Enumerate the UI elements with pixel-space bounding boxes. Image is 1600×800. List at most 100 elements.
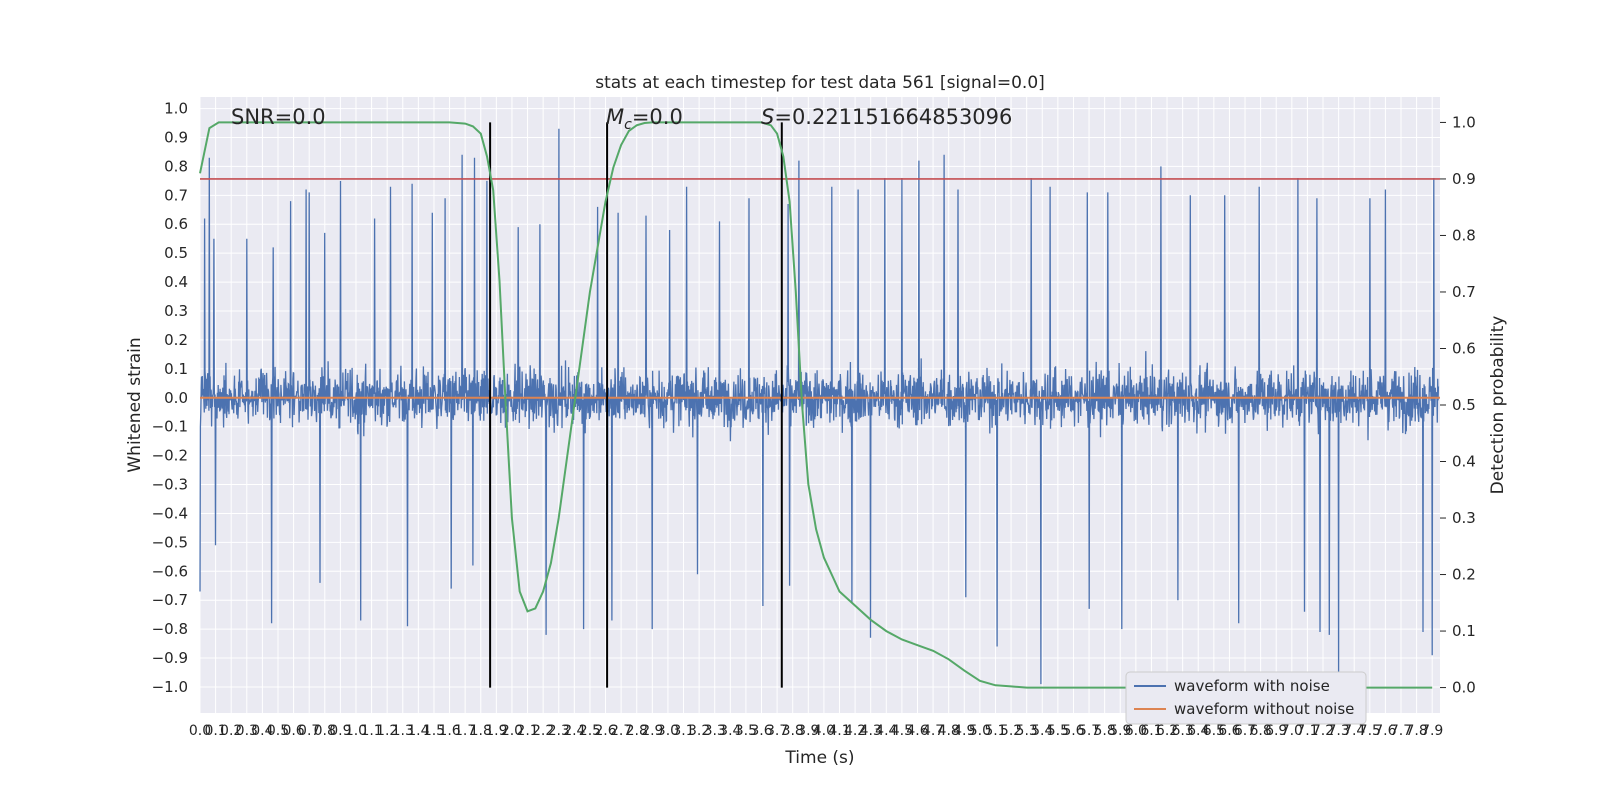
x-tick-label: 7.5 bbox=[1359, 723, 1381, 739]
x-tick-label: 2.7 bbox=[610, 723, 632, 739]
y2-tick-label: 0.4 bbox=[1452, 453, 1476, 471]
y-tick-label: 0.8 bbox=[164, 157, 188, 175]
x-tick-label: 3.5 bbox=[735, 723, 757, 739]
y2-tick-label: 0.6 bbox=[1452, 339, 1476, 357]
x-tick-label: 0.2 bbox=[220, 723, 242, 739]
x-tick-label: 5.3 bbox=[1016, 723, 1038, 739]
x-tick-label: 0.9 bbox=[329, 723, 351, 739]
series-waveform-with-noise bbox=[199, 128, 1440, 685]
x-axis-label: Time (s) bbox=[784, 748, 854, 768]
x-tick-label: 5.9 bbox=[1109, 723, 1131, 739]
y-tick-labels: −1.0 −0.9 −0.8 −0.7 −0.6 −0.5 −0.4 −0.3 −0.2 −0.1… bbox=[152, 100, 188, 696]
mc-subscript: c bbox=[624, 117, 632, 133]
x-tick-label: 3.4 bbox=[719, 723, 741, 739]
x-tick-label: 5.0 bbox=[969, 723, 991, 739]
x-tick-label: 3.2 bbox=[688, 723, 710, 739]
y-tick-label: 0.9 bbox=[164, 128, 188, 146]
x-tick-label: 4.1 bbox=[828, 723, 850, 739]
y-tick-label: 0.6 bbox=[164, 215, 188, 233]
x-tick-label: 7.7 bbox=[1390, 723, 1412, 739]
x-tick-label: 6.4 bbox=[1187, 723, 1209, 739]
y2-tick-labels: 0.0 0.1 0.2 0.3 0.4 0.5 0.6 0.7 0.8 0.9 1.0 bbox=[1440, 113, 1476, 697]
y-tick-label: 0.7 bbox=[164, 186, 188, 204]
x-tick-label: 6.6 bbox=[1218, 723, 1240, 739]
y2-tick-label: 0.0 bbox=[1452, 679, 1476, 697]
x-tick-label: 2.2 bbox=[532, 723, 554, 739]
x-tick-label: 7.4 bbox=[1343, 723, 1365, 739]
x-tick-label: 2.9 bbox=[641, 723, 663, 739]
x-tick-label: 0.6 bbox=[282, 723, 304, 739]
x-tick-label: 7.8 bbox=[1405, 723, 1427, 739]
x-tick-label: 0.7 bbox=[298, 723, 320, 739]
y-gridlines bbox=[200, 108, 1440, 688]
y-tick-label: 0.2 bbox=[164, 331, 188, 349]
x-tick-label: 7.2 bbox=[1312, 723, 1334, 739]
x-tick-label: 2.5 bbox=[579, 723, 601, 739]
mc-symbol: M bbox=[606, 105, 624, 129]
x-tick-label: 0.0 bbox=[189, 723, 211, 739]
x-tick-label: 6.3 bbox=[1172, 723, 1194, 739]
x-tick-label: 4.3 bbox=[860, 723, 882, 739]
x-tick-label: 7.1 bbox=[1296, 723, 1318, 739]
x-tick-label: 1.9 bbox=[485, 723, 507, 739]
x-tick-label: 2.8 bbox=[626, 723, 648, 739]
x-tick-label: 7.6 bbox=[1374, 723, 1396, 739]
x-tick-label: 2.0 bbox=[501, 723, 523, 739]
detection-probability-line bbox=[199, 121, 1433, 689]
x-tick-label: 3.8 bbox=[782, 723, 804, 739]
x-tick-label: 3.0 bbox=[657, 723, 679, 739]
x-tick-labels: 0.00.10.20.30.40.50.60.70.80.91.01.11.21… bbox=[189, 723, 1443, 739]
overlay-lines bbox=[199, 121, 1440, 689]
y-tick-label: −1.0 bbox=[152, 678, 188, 696]
x-tick-label: 1.0 bbox=[345, 723, 367, 739]
legend-entry-waveform-with-noise: waveform with noise bbox=[1174, 677, 1330, 695]
y-tick-label: −0.1 bbox=[152, 418, 188, 436]
x-tick-label: 2.4 bbox=[563, 723, 585, 739]
x-tick-label: 1.1 bbox=[360, 723, 382, 739]
x-tick-label: 1.5 bbox=[423, 723, 445, 739]
x-tick-label: 1.6 bbox=[438, 723, 460, 739]
x-tick-label: 4.7 bbox=[922, 723, 944, 739]
x-tick-label: 1.7 bbox=[454, 723, 476, 739]
x-tick-label: 6.5 bbox=[1203, 723, 1225, 739]
x-tick-label: 6.2 bbox=[1156, 723, 1178, 739]
x-tick-label: 6.0 bbox=[1125, 723, 1147, 739]
x-tick-label: 7.0 bbox=[1281, 723, 1303, 739]
y-tick-label: −0.5 bbox=[152, 533, 188, 551]
y-tick-label: −0.2 bbox=[152, 447, 188, 465]
chart-title: stats at each timestep for test data 561… bbox=[595, 73, 1045, 93]
x-tick-label: 5.2 bbox=[1000, 723, 1022, 739]
y-tick-label: 0.4 bbox=[164, 273, 188, 291]
x-tick-label: 1.2 bbox=[376, 723, 398, 739]
chirp-mass-annotation: Mc=0.0 bbox=[606, 105, 683, 133]
legend-box bbox=[1125, 671, 1367, 725]
x-tick-label: 3.7 bbox=[766, 723, 788, 739]
y2-tick-label: 0.5 bbox=[1452, 396, 1476, 414]
x-tick-label: 2.6 bbox=[594, 723, 616, 739]
s-value: =0.221151664853096 bbox=[774, 105, 1012, 129]
y-tick-label: 0.0 bbox=[164, 389, 188, 407]
legend: waveform with noise waveform without noi… bbox=[1125, 671, 1367, 725]
x-tick-label: 6.9 bbox=[1265, 723, 1287, 739]
x-tick-label: 3.1 bbox=[672, 723, 694, 739]
x-tick-label: 1.4 bbox=[407, 723, 429, 739]
y-tick-label: −0.3 bbox=[152, 476, 188, 494]
s-symbol: S bbox=[761, 105, 774, 129]
x-tick-label: 4.6 bbox=[906, 723, 928, 739]
x-tick-label: 4.4 bbox=[875, 723, 897, 739]
x-tick-label: 4.8 bbox=[938, 723, 960, 739]
y-tick-label: −0.6 bbox=[152, 562, 188, 580]
y-tick-label: −0.4 bbox=[152, 504, 188, 522]
y2-tick-label: 0.9 bbox=[1452, 170, 1476, 188]
x-tick-label: 3.3 bbox=[704, 723, 726, 739]
x-tick-label: 6.7 bbox=[1234, 723, 1256, 739]
x-tick-label: 5.8 bbox=[1094, 723, 1116, 739]
x-tick-label: 0.5 bbox=[267, 723, 289, 739]
y2-tick-label: 0.7 bbox=[1452, 283, 1476, 301]
waveform-with-noise-line bbox=[199, 128, 1440, 685]
legend-entry-waveform-without-noise: waveform without noise bbox=[1174, 700, 1354, 718]
y-tick-label: −0.8 bbox=[152, 620, 188, 638]
x-tick-label: 4.2 bbox=[844, 723, 866, 739]
x-tick-label: 2.3 bbox=[548, 723, 570, 739]
